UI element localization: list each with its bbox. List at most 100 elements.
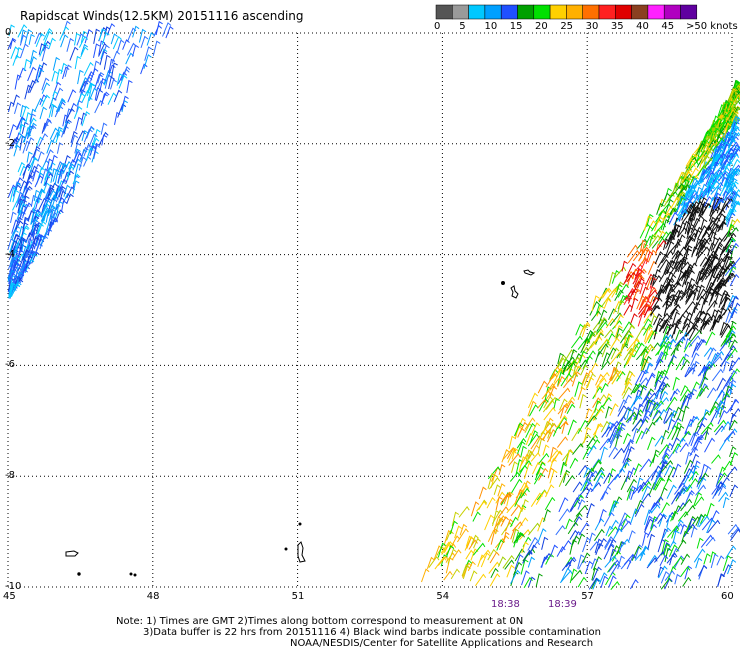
wind-barb [607,538,617,551]
wind-barb [608,575,617,588]
wind-barb [664,570,676,581]
wind-barb [606,347,617,362]
wind-barb [38,62,48,78]
wind-barb [29,49,37,65]
wind-barb [721,337,732,349]
wind-barb [535,461,546,476]
wind-barb [726,223,735,237]
wind-barb [428,555,440,568]
wind-barb [498,463,506,476]
wind-barb [684,337,692,350]
wind-barb [29,252,38,264]
wind-barb [642,532,650,546]
wind-barb [688,470,699,482]
wind-barb [663,407,673,423]
wind-barb [641,481,652,492]
wind-barb [704,148,715,161]
wind-barb [645,372,656,387]
wind-barb [670,294,678,306]
wind-barb [590,558,599,569]
wind-barb [98,131,109,146]
wind-barb [36,234,45,249]
wind-barb [577,419,589,434]
wind-barb [81,90,91,103]
wind-barb [730,201,739,217]
wind-barb [557,375,566,387]
wind-barb [437,542,447,558]
wind-barb [708,124,720,139]
wind-barb [688,335,701,348]
wind-barb [718,101,730,117]
wind-barb [672,556,684,568]
wind-barb [624,370,634,383]
wind-barb [663,238,670,251]
wind-barb [545,396,558,410]
wind-barb [594,400,602,413]
wind-barb [8,101,15,113]
wind-barb [518,456,527,472]
wind-barb [729,356,740,372]
legend-swatch [533,4,551,20]
wind-barb [685,291,696,305]
wind-barb [715,472,728,486]
wind-barb [685,451,693,465]
wind-barb [98,28,106,41]
wind-barb [654,470,663,485]
wind-barb [514,422,524,437]
wind-barb [680,359,690,371]
wind-barb [643,300,652,314]
wind-barb [17,24,28,38]
lat-label: -2 [5,137,15,149]
wind-barb [118,74,128,89]
lon-label: 51 [291,591,305,602]
wind-barb [470,534,479,546]
wind-barb [623,304,633,316]
wind-barb [668,544,678,557]
wind-barb [677,409,685,421]
wind-barb [679,388,691,402]
lat-label: -4 [5,248,15,260]
wind-barb [701,240,710,251]
wind-barb [663,412,676,425]
wind-barb [25,174,34,188]
wind-barb [709,130,721,143]
wind-barb [687,223,695,236]
wind-barb [695,186,703,199]
legend-label: 40 [636,21,649,32]
island-east-2 [501,281,505,285]
wind-barb [647,329,658,344]
wind-barb [13,182,22,193]
wind-barb [30,210,38,225]
wind-barb [722,496,730,509]
wind-barb [713,281,725,293]
wind-barb [654,477,666,491]
wind-barb [614,324,623,339]
wind-barb [560,463,567,476]
wind-barb [661,447,671,459]
wind-barb [705,536,716,547]
wind-barb [569,457,579,469]
wind-barb [726,348,738,361]
wind-barb [93,142,101,156]
wind-barb [628,343,639,355]
wind-barb [493,484,501,495]
wind-barb [600,360,611,371]
wind-barb [692,316,701,327]
wind-barb [662,542,671,555]
wind-barb [666,466,677,482]
wind-barb [27,210,35,221]
wind-barb [711,368,724,382]
wind-barb [597,316,608,330]
wind-barb [81,79,92,94]
wind-barb [29,78,40,94]
wind-barb [701,128,713,144]
wind-barb [712,309,722,324]
wind-barb [690,431,700,447]
wind-barb [721,114,730,129]
wind-barb [34,97,44,112]
wind-barb [688,326,699,340]
wind-barb [724,263,737,277]
wind-barb [600,446,608,462]
wind-barb [592,474,604,490]
wind-barb [580,374,590,389]
